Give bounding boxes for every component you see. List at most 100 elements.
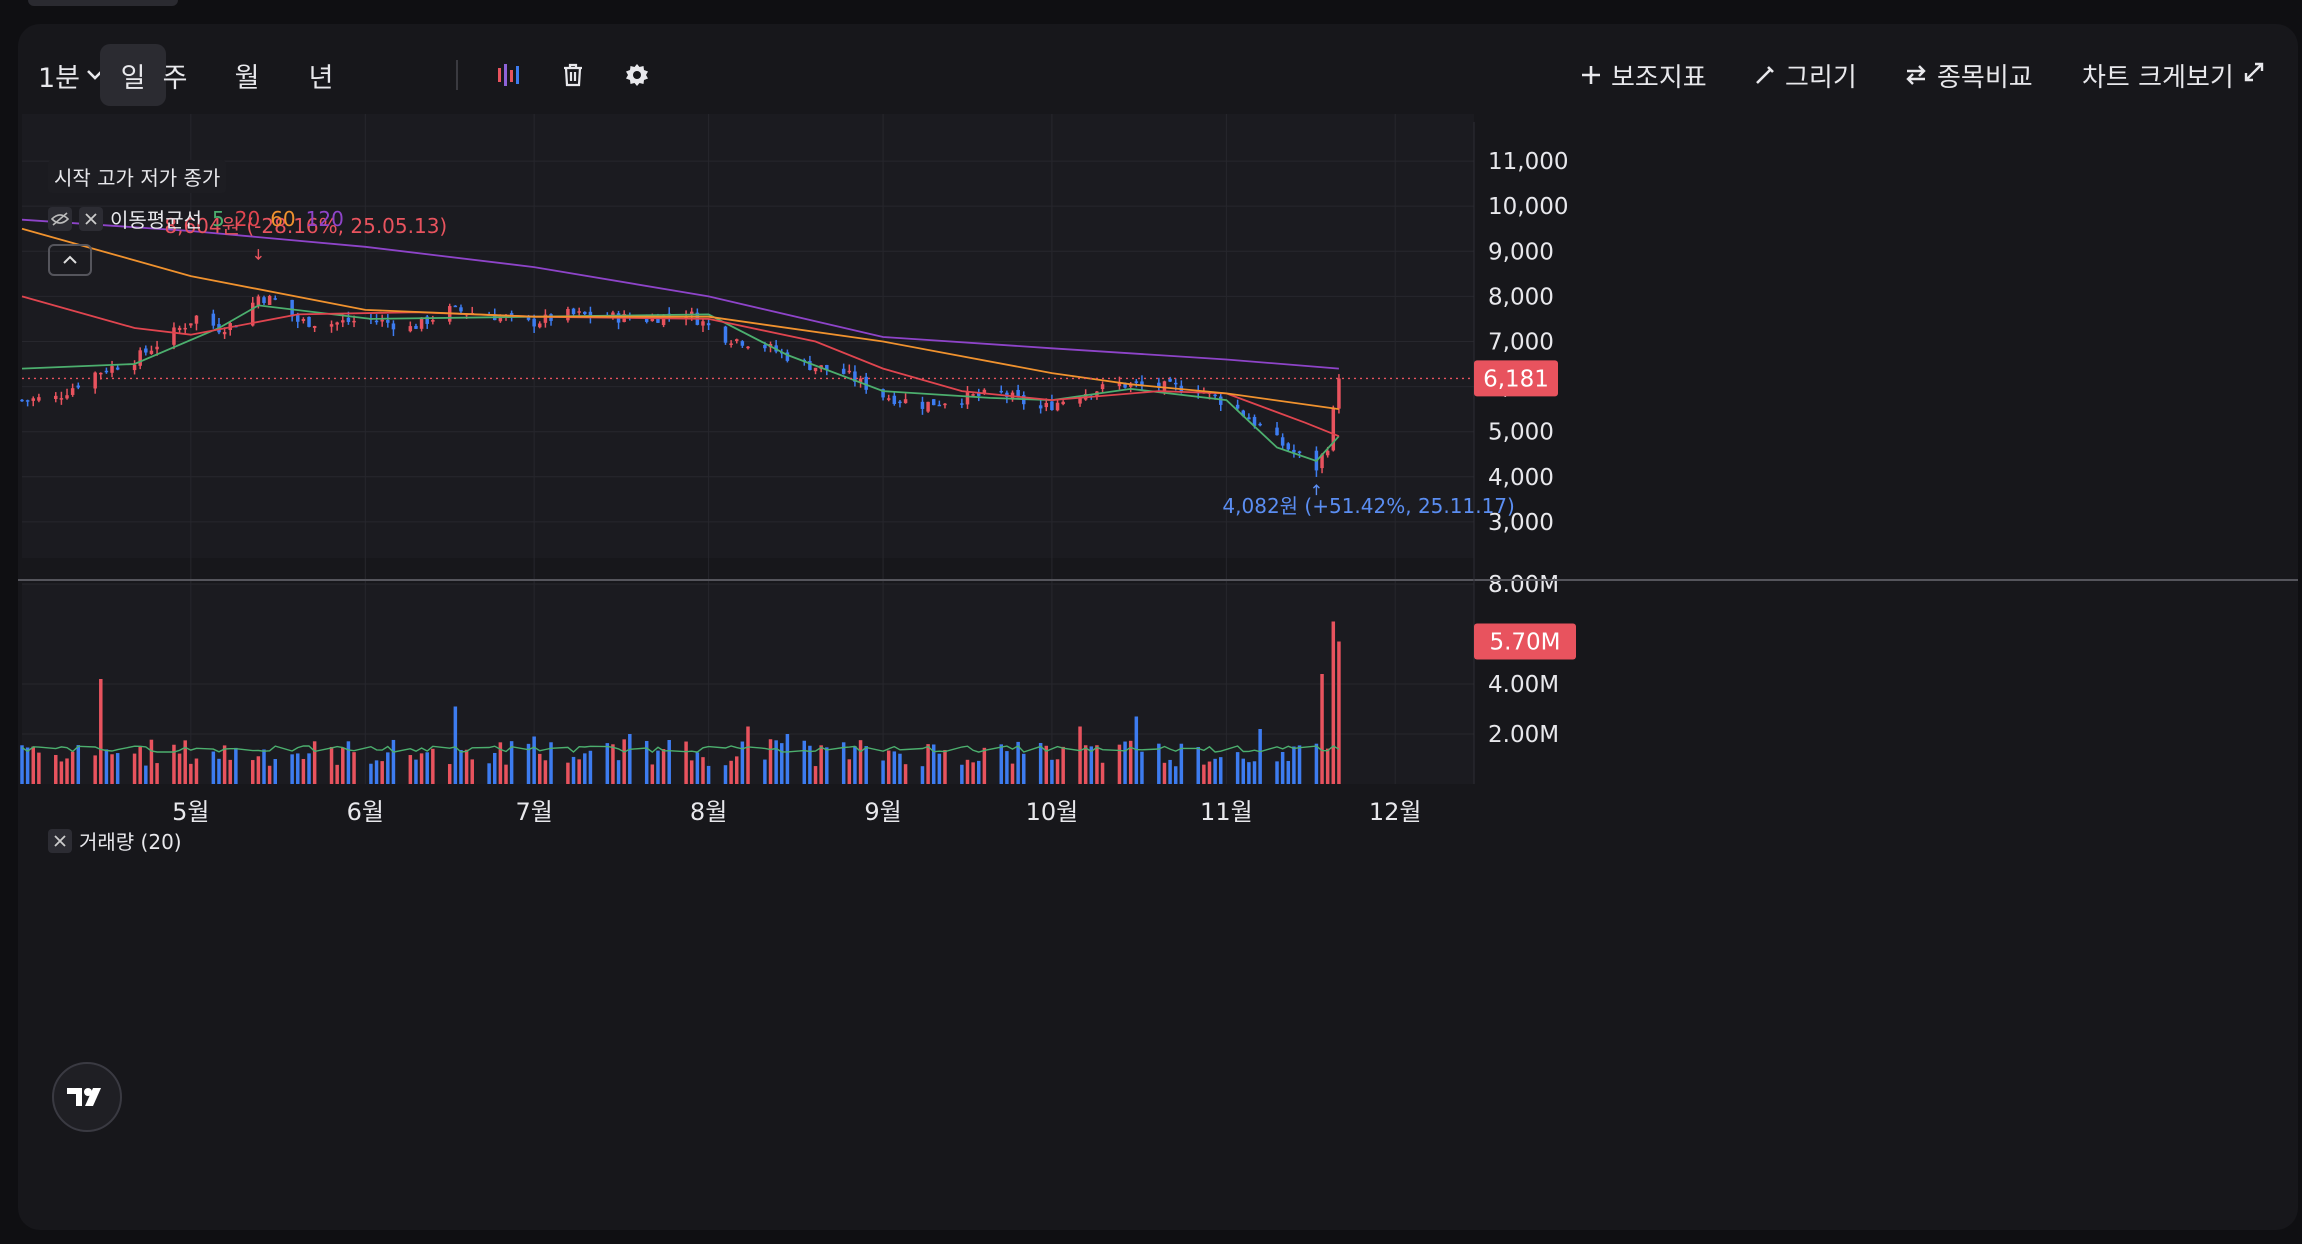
volume-bar [138, 746, 142, 784]
candle-body [70, 388, 75, 395]
volume-bar [329, 746, 334, 784]
gear-icon[interactable] [612, 44, 662, 106]
eye-off-icon[interactable] [48, 206, 72, 231]
candle-body [110, 366, 114, 373]
volume-bar [99, 679, 103, 784]
volume-bar [577, 759, 581, 784]
candle-body [864, 376, 868, 390]
candle-body [1055, 402, 1060, 411]
candle-body [498, 316, 503, 322]
candle-body [408, 326, 413, 332]
volume-bar [526, 743, 531, 784]
candle-body [149, 350, 154, 354]
period-tab-month[interactable]: 월 [234, 62, 260, 94]
candle-body [194, 315, 199, 324]
candle-body [172, 327, 176, 345]
candle-body [54, 395, 58, 400]
volume-bar [110, 754, 114, 784]
candle-body [453, 305, 458, 308]
volume-bar [566, 762, 570, 784]
collapse-legend-button[interactable] [48, 244, 92, 276]
volume-bar [1337, 641, 1341, 784]
volume-label: 거래량 (20) [79, 830, 182, 854]
last-volume-badge [1474, 623, 1576, 660]
volume-bar [228, 759, 232, 784]
add-indicator-button[interactable]: 보조지표 [1580, 44, 1707, 106]
volume-bar [1213, 758, 1217, 784]
volume-bar [1314, 743, 1319, 784]
candle-body [571, 308, 576, 315]
volume-bar [1320, 674, 1324, 784]
volume-bar [1117, 744, 1122, 784]
volume-bar [1140, 751, 1144, 784]
candle-body [1173, 382, 1178, 385]
chart-toolbar: 1분 일 주 월 년 보조지표 [18, 24, 2298, 122]
close-icon[interactable] [79, 206, 103, 231]
candle-body [267, 295, 272, 305]
volume-bar [965, 759, 970, 784]
period-tab-year[interactable]: 년 [308, 62, 334, 94]
volume-bar [447, 764, 452, 784]
volume-bar [132, 753, 137, 784]
close-icon[interactable] [48, 828, 72, 853]
volume-bar [459, 749, 463, 784]
volume-bar [509, 741, 514, 784]
volume-bar [25, 747, 30, 784]
candle-body [982, 389, 987, 394]
draw-button[interactable]: 그리기 [1754, 44, 1857, 106]
volume-bar [768, 739, 773, 784]
candle-body [296, 315, 300, 322]
candle-body [1275, 427, 1279, 436]
price-tick-label: 5,000 [1488, 420, 1554, 446]
volume-bar [312, 741, 317, 784]
volume-bar [819, 745, 823, 784]
last-price-badge [1474, 360, 1558, 397]
volume-bar [222, 745, 227, 784]
fullscreen-button[interactable]: 차트 크게보기 [2082, 44, 2265, 106]
volume-bar [1123, 741, 1127, 784]
candle-body [419, 317, 424, 329]
period-tab-day[interactable]: 일 [100, 44, 166, 106]
candle-body [740, 341, 745, 346]
volume-bar [701, 757, 705, 784]
volume-bar [70, 751, 75, 784]
candle-body [31, 398, 36, 401]
volume-bar [144, 765, 148, 784]
volume-bar [155, 763, 159, 784]
indicator-label: 보조지표 [1611, 62, 1707, 93]
plus-icon [1580, 64, 1602, 86]
volume-bar [1179, 743, 1184, 784]
volume-bar [841, 742, 846, 784]
volume-bar [661, 749, 666, 784]
last-volume-label: 5.70M [1489, 630, 1560, 656]
candle-body [763, 344, 767, 349]
candle-body [211, 313, 216, 326]
time-tick-label: 6월 [347, 798, 384, 826]
volume-bar [1128, 740, 1133, 784]
volume-bar [571, 756, 576, 784]
candle-body [976, 392, 981, 396]
candle-body [386, 320, 390, 323]
period-tab-week[interactable]: 주 [162, 62, 188, 94]
volume-bar [1100, 762, 1105, 784]
volume-bar [684, 741, 688, 784]
trash-icon[interactable] [548, 44, 598, 106]
volume-bar [853, 746, 857, 784]
candle-body [352, 320, 356, 323]
volume-bar [1016, 741, 1020, 784]
volume-bar [628, 734, 632, 784]
compare-button[interactable]: 종목비교 [1904, 44, 2033, 106]
volume-bar [1095, 745, 1099, 784]
volume-bar [1241, 758, 1246, 784]
volume-bar [543, 760, 548, 784]
interval-dropdown[interactable]: 1분 [36, 44, 106, 106]
price-tick-label: 7,000 [1488, 329, 1554, 355]
tradingview-logo[interactable] [52, 1062, 122, 1132]
chart-canvas[interactable]: 3,0004,0005,0006,0007,0008,0009,00010,00… [18, 24, 2298, 1230]
ma-line-20 [21, 295, 1340, 438]
volume-bar [464, 749, 469, 784]
candle-body [583, 311, 587, 315]
volume-bar [1258, 729, 1262, 784]
candle-body [1280, 437, 1285, 446]
chart-type-icon[interactable] [484, 44, 534, 106]
